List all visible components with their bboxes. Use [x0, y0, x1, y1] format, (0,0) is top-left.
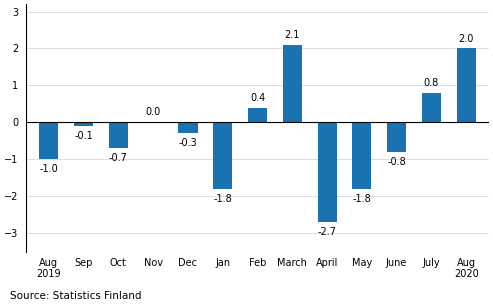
- Text: -0.3: -0.3: [178, 138, 197, 148]
- Bar: [74, 122, 93, 126]
- Bar: [317, 122, 337, 222]
- Bar: [282, 45, 302, 122]
- Bar: [213, 122, 232, 189]
- Bar: [109, 122, 128, 148]
- Bar: [178, 122, 198, 133]
- Text: 0.0: 0.0: [145, 108, 161, 118]
- Bar: [39, 122, 58, 159]
- Text: 0.4: 0.4: [250, 93, 265, 103]
- Text: -1.8: -1.8: [352, 194, 371, 204]
- Text: -0.1: -0.1: [74, 131, 93, 141]
- Text: -2.7: -2.7: [317, 227, 337, 237]
- Text: -0.7: -0.7: [109, 153, 128, 163]
- Text: -1.8: -1.8: [213, 194, 232, 204]
- Bar: [387, 122, 406, 152]
- Bar: [457, 48, 476, 122]
- Bar: [248, 108, 267, 122]
- Text: Source: Statistics Finland: Source: Statistics Finland: [10, 291, 141, 301]
- Text: -1.0: -1.0: [39, 164, 58, 174]
- Text: -0.8: -0.8: [387, 157, 406, 167]
- Text: 0.8: 0.8: [424, 78, 439, 88]
- Bar: [352, 122, 371, 189]
- Text: 2.0: 2.0: [458, 34, 474, 44]
- Bar: [422, 93, 441, 122]
- Text: 2.1: 2.1: [284, 30, 300, 40]
